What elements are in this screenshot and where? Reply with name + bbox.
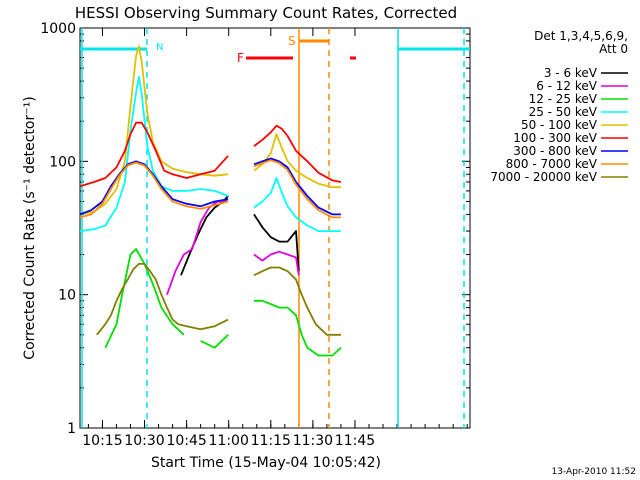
flare-marker-label: F — [237, 51, 244, 65]
legend-label: 25 - 50 keV — [529, 105, 598, 119]
y-tick-label: 10 — [58, 288, 76, 304]
series-line-3 — [253, 177, 341, 232]
y-tick-label: 1000 — [40, 21, 76, 37]
plot-frame — [79, 27, 471, 429]
y-tick-label: 100 — [49, 154, 76, 170]
series-line-3 — [79, 76, 229, 232]
series-line-7 — [253, 159, 341, 219]
legend-label: 7000 - 20000 keV — [490, 170, 597, 184]
x-tick-label: 11:00 — [209, 433, 249, 449]
series-line-8 — [96, 263, 229, 336]
series-line-5 — [79, 121, 229, 188]
legend-title-line-1: Det 1,3,4,5,6,9, — [534, 29, 628, 43]
series-line-7 — [79, 161, 229, 219]
series-line-1 — [166, 200, 229, 296]
legend-label: 6 - 12 keV — [536, 79, 598, 93]
n-marker: N — [156, 42, 163, 53]
series-line-1 — [253, 250, 300, 276]
legend-label: 800 - 7000 keV — [506, 157, 598, 171]
chart-title: HESSI Observing Summary Count Rates, Cor… — [75, 4, 457, 22]
timestamp: 13-Apr-2010 11:52 — [552, 467, 636, 477]
series-line-6 — [79, 160, 229, 216]
series-line-5 — [253, 124, 342, 183]
x-tick-label: 11:45 — [335, 433, 375, 449]
y-axis-label: Corrected Count Rate (s⁻¹ detector⁻¹) — [22, 96, 38, 359]
legend-label: 3 - 6 keV — [544, 66, 598, 80]
x-tick-label: 11:30 — [293, 433, 333, 449]
x-tick-label: 10:45 — [166, 433, 206, 449]
series-line-8 — [253, 266, 341, 336]
series-line-2 — [104, 248, 185, 349]
axis-ticks: 10:15 10:30 10:45 11:00 11:15 11:30 11:45 1 10 10… — [40, 21, 470, 449]
y-tick-label: 1 — [67, 421, 76, 437]
series-line-4 — [79, 45, 229, 216]
x-tick-label: 11:15 — [251, 433, 291, 449]
legend-label: 50 - 100 keV — [521, 118, 598, 132]
saa-marker-label: S — [288, 34, 296, 48]
x-axis-label: Start Time (15-May-04 10:05:42) — [151, 455, 381, 471]
data-series — [79, 45, 342, 357]
series-line-4 — [253, 133, 341, 189]
legend-title-line-2: Att 0 — [599, 42, 628, 56]
legend-label: 100 - 300 keV — [513, 131, 597, 145]
x-tick-label: 10:15 — [82, 433, 122, 449]
series-line-6 — [253, 157, 341, 216]
observation-bars: F S N — [80, 28, 470, 428]
x-tick-label: 10:30 — [124, 433, 164, 449]
series-line-2 — [254, 299, 342, 357]
legend-label: 300 - 800 keV — [513, 144, 597, 158]
series-line-0 — [253, 213, 300, 272]
legend-label: 12 - 25 keV — [529, 92, 598, 106]
series-line-2 — [200, 334, 229, 349]
